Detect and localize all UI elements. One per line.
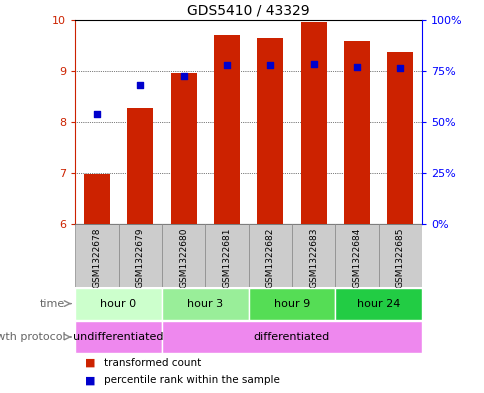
Bar [213,35,240,224]
Text: GSM1322685: GSM1322685 [395,227,404,288]
Text: GSM1322678: GSM1322678 [92,227,101,288]
Text: GSM1322679: GSM1322679 [136,227,144,288]
Point [309,61,317,67]
Bar [248,288,334,320]
Bar [162,321,421,353]
Text: hour 3: hour 3 [187,299,223,309]
Point [136,82,144,88]
Text: GSM1322680: GSM1322680 [179,227,188,288]
Bar [257,37,283,224]
Text: ■: ■ [85,375,95,385]
Point [93,111,101,117]
Bar [118,224,162,287]
Bar [170,73,196,224]
Point [266,62,273,68]
Point [179,73,187,79]
Text: GSM1322683: GSM1322683 [308,227,318,288]
Bar [334,288,421,320]
Point [352,64,360,70]
Bar [343,40,369,224]
Bar [386,52,412,224]
Point [395,64,403,71]
Bar [127,108,153,224]
Text: undifferentiated: undifferentiated [73,332,164,342]
Text: GSM1322684: GSM1322684 [352,227,361,288]
Bar [334,224,378,287]
Bar [75,321,162,353]
Bar [205,224,248,287]
Text: time: time [40,299,65,309]
Bar [162,224,205,287]
Text: hour 24: hour 24 [356,299,399,309]
Text: transformed count: transformed count [104,358,201,367]
Bar [291,224,334,287]
Text: percentile rank within the sample: percentile rank within the sample [104,375,280,385]
Text: ■: ■ [85,358,95,367]
Bar [300,22,326,224]
Title: GDS5410 / 43329: GDS5410 / 43329 [187,3,309,17]
Text: GSM1322681: GSM1322681 [222,227,231,288]
Bar [378,224,421,287]
Text: hour 9: hour 9 [273,299,309,309]
Point [223,61,230,68]
Bar [75,224,118,287]
Text: growth protocol: growth protocol [0,332,65,342]
Bar [84,174,109,224]
Bar [248,224,291,287]
Text: differentiated: differentiated [253,332,329,342]
Text: hour 0: hour 0 [100,299,136,309]
Text: GSM1322682: GSM1322682 [265,227,274,288]
Bar [75,288,162,320]
Bar [162,288,248,320]
